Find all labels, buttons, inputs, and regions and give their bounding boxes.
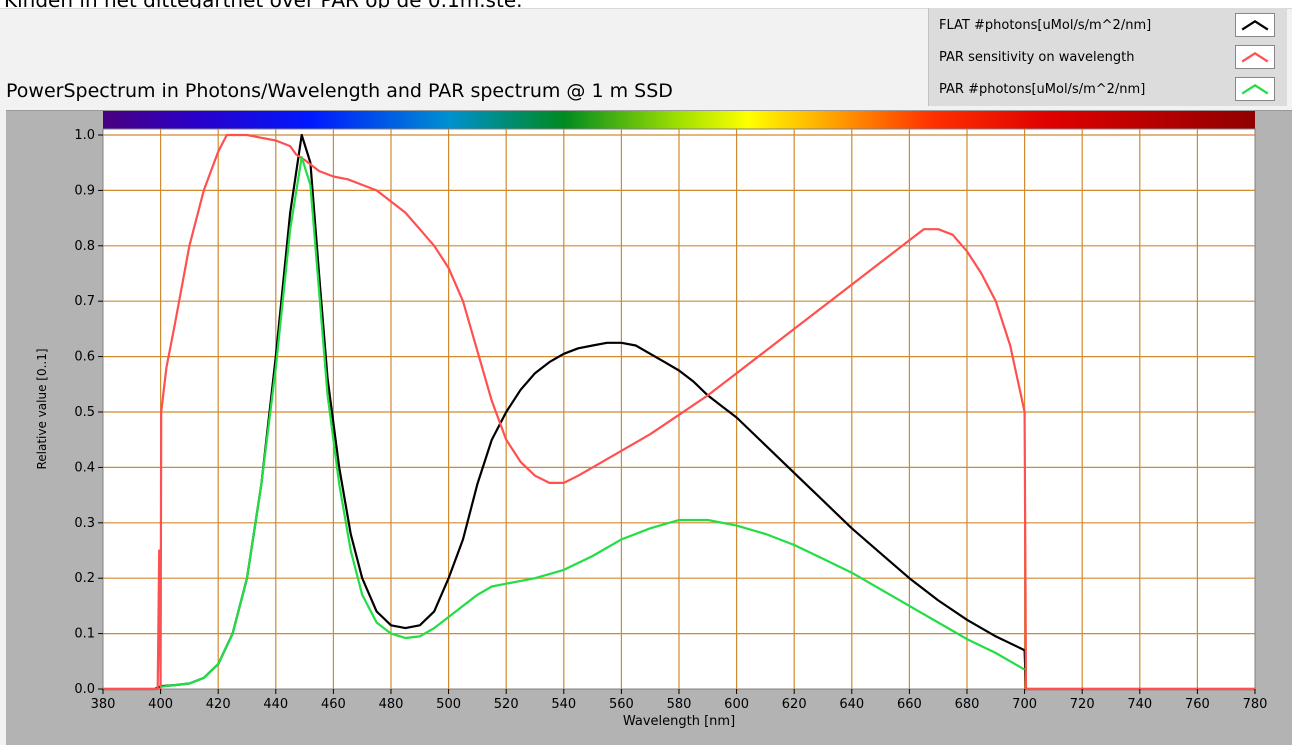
x-tick-label: 420 <box>206 697 231 712</box>
y-tick-label: 0.3 <box>74 516 95 531</box>
series-line-1 <box>103 133 1255 691</box>
legend-item-par-sensitivity[interactable]: PAR sensitivity on wavelength <box>939 44 1279 72</box>
legend-line-swatch <box>1235 45 1275 69</box>
x-tick-label: 660 <box>897 697 922 712</box>
x-tick-label: 620 <box>782 697 807 712</box>
y-tick-label: 0.5 <box>74 405 95 420</box>
x-tick-label: 600 <box>724 697 749 712</box>
x-tick-label: 400 <box>148 697 173 712</box>
color-spectrum-bar <box>103 111 1255 129</box>
y-tick-label: 0.8 <box>74 239 95 254</box>
legend-label: PAR #photons[uMol/s/m^2/nm] <box>939 82 1146 97</box>
y-tick-label: 0.6 <box>74 350 95 365</box>
x-tick-label: 520 <box>494 697 519 712</box>
x-tick-label: 720 <box>1070 697 1095 712</box>
y-tick-label: 0.4 <box>74 460 95 475</box>
x-tick-label: 640 <box>839 697 864 712</box>
y-tick-label: 0.0 <box>74 682 95 697</box>
y-tick-label: 0.7 <box>74 294 95 309</box>
x-tick-label: 500 <box>436 697 461 712</box>
y-tick-label: 0.1 <box>74 627 95 642</box>
chart-legend: FLAT #photons[uMol/s/m^2/nm] PAR sensiti… <box>928 8 1287 106</box>
x-tick-label: 480 <box>379 697 404 712</box>
x-axis-label: Wavelength [nm] <box>623 714 735 729</box>
x-tick-label: 540 <box>551 697 576 712</box>
axis-layer: 380 400 420 440 460 480 500 520 540 560 580 600 620 6… <box>74 128 1267 712</box>
x-tick-label: 580 <box>667 697 692 712</box>
series-layer <box>103 133 1255 691</box>
legend-item-par-photons[interactable]: PAR #photons[uMol/s/m^2/nm] <box>939 76 1279 104</box>
x-tick-label: 560 <box>609 697 634 712</box>
plot-frame: 380 400 420 440 460 480 500 520 540 560 580 600 620 6… <box>6 110 1292 745</box>
x-tick-label: 700 <box>1012 697 1037 712</box>
y-axis-label: Relative value [0..1] <box>35 348 49 469</box>
x-tick-label: 760 <box>1185 697 1210 712</box>
legend-label: PAR sensitivity on wavelength <box>939 50 1135 65</box>
x-tick-label: 780 <box>1243 697 1268 712</box>
y-tick-label: 0.2 <box>74 571 95 586</box>
x-tick-label: 440 <box>263 697 288 712</box>
legend-line-swatch <box>1235 77 1275 101</box>
x-tick-label: 680 <box>955 697 980 712</box>
x-tick-label: 380 <box>91 697 116 712</box>
grid-layer <box>103 129 1255 689</box>
x-tick-label: 740 <box>1127 697 1152 712</box>
legend-label: FLAT #photons[uMol/s/m^2/nm] <box>939 18 1152 33</box>
legend-item-flat-photons[interactable]: FLAT #photons[uMol/s/m^2/nm] <box>939 12 1279 40</box>
y-tick-label: 0.9 <box>74 183 95 198</box>
x-tick-label: 460 <box>321 697 346 712</box>
chart-title: PowerSpectrum in Photons/Wavelength and … <box>6 80 673 102</box>
series-line-2 <box>160 156 1026 688</box>
chart-svg[interactable]: 380 400 420 440 460 480 500 520 540 560 580 600 620 6… <box>6 111 1292 745</box>
legend-line-swatch <box>1235 13 1275 37</box>
y-tick-label: 1.0 <box>74 128 95 143</box>
